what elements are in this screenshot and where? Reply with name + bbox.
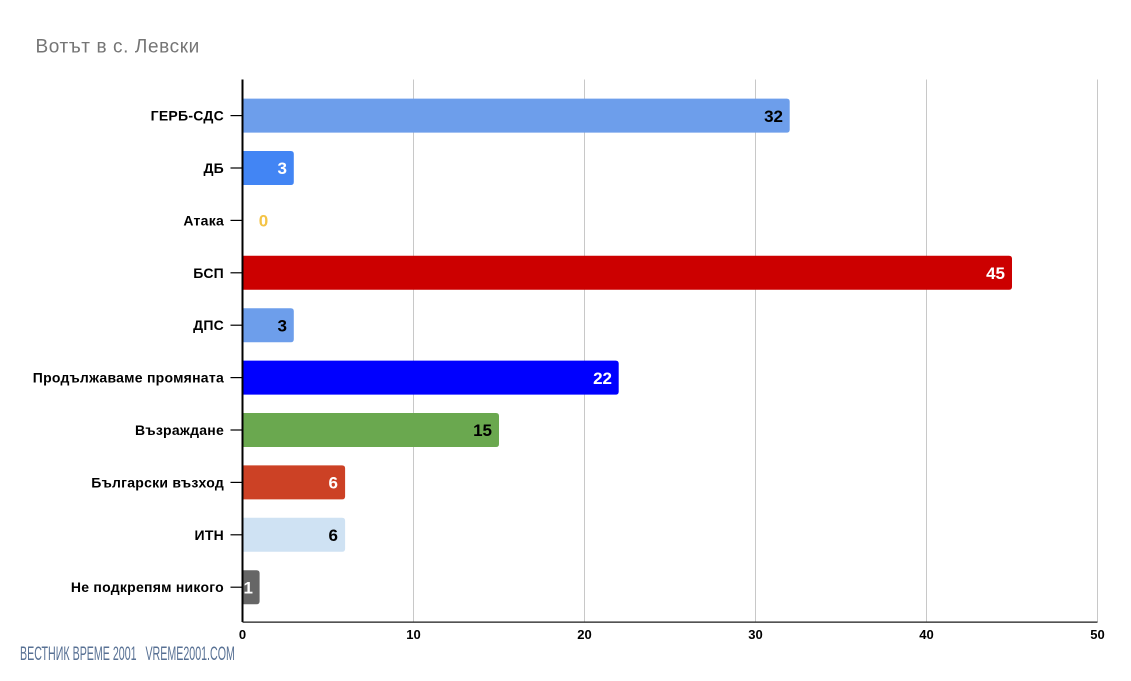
svg-text:ДПС: ДПС — [193, 317, 224, 333]
svg-text:20: 20 — [577, 627, 591, 642]
svg-text:3: 3 — [278, 159, 287, 178]
svg-text:32: 32 — [764, 107, 783, 126]
svg-text:Възраждане: Възраждане — [135, 422, 224, 438]
svg-text:15: 15 — [473, 421, 492, 440]
svg-text:6: 6 — [329, 526, 338, 545]
svg-text:Български възход: Български възход — [91, 474, 224, 490]
svg-text:6: 6 — [329, 474, 338, 493]
svg-text:Атака: Атака — [183, 212, 224, 228]
svg-text:3: 3 — [278, 316, 287, 335]
svg-text:50: 50 — [1090, 627, 1104, 642]
svg-text:1: 1 — [244, 578, 253, 597]
svg-text:Вотът в с. Левски: Вотът в с. Левски — [36, 37, 200, 58]
svg-text:ИТН: ИТН — [195, 527, 224, 543]
svg-text:10: 10 — [406, 627, 420, 642]
svg-text:22: 22 — [593, 369, 612, 388]
svg-text:0: 0 — [259, 212, 268, 231]
svg-text:БСП: БСП — [193, 265, 224, 281]
svg-text:0: 0 — [239, 627, 246, 642]
svg-text:45: 45 — [986, 264, 1005, 283]
svg-text:Продължаваме промяната: Продължаваме промяната — [33, 370, 224, 386]
svg-text:ГЕРБ-СДС: ГЕРБ-СДС — [151, 108, 224, 124]
svg-text:ДБ: ДБ — [203, 160, 224, 176]
svg-text:30: 30 — [748, 627, 762, 642]
svg-text:40: 40 — [919, 627, 933, 642]
svg-text:Не подкрепям никого: Не подкрепям никого — [71, 579, 224, 595]
svg-text:ВЕСТНИК ВРЕМЕ 2001 VREME2001: ВЕСТНИК ВРЕМЕ 2001 VREME2001.COM — [20, 644, 235, 665]
